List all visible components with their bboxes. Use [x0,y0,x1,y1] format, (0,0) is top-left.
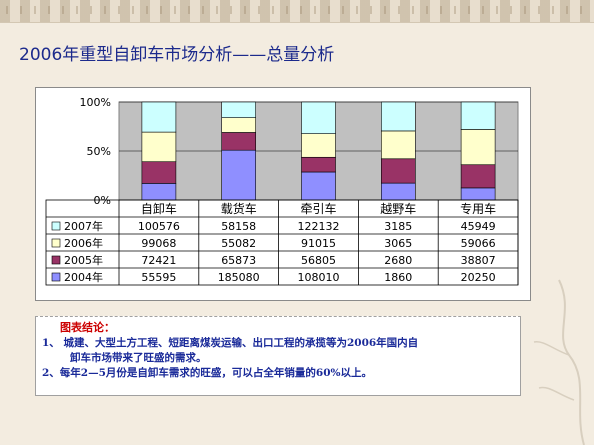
bar-segment [141,131,177,163]
bar-segment [301,171,336,201]
conclusion-title: 图表结论： [60,321,115,334]
decorative-branch-icon [533,279,585,445]
y-tick-label: 0% [94,194,111,207]
legend-label: 2005年 [64,253,103,267]
x-tick-label: 自卸车 [141,201,177,216]
x-tick-label: 牵引车 [300,201,336,216]
bar-segment [301,156,336,173]
table-cell-value: 3065 [384,237,412,250]
decorative-frieze [0,0,594,23]
bar-segment [380,130,416,160]
table-cell-value: 91015 [301,237,336,250]
table-cell-value: 20250 [461,271,496,284]
bar-segment [460,187,496,201]
table-cell-value: 2680 [384,254,412,267]
legend-swatch [51,255,61,265]
bar-segment [380,158,416,184]
x-tick-label: 专用车 [460,201,496,216]
bar-segment [460,129,496,166]
table-cell-value: 72421 [141,254,176,267]
legend-label: 2006年 [64,236,103,250]
table-cell-value: 108010 [298,271,340,284]
table-cell-value: 185080 [218,271,260,284]
bar-segment [380,182,416,201]
stacked-percent-bar-chart: 100% 50% 0% 自卸车 载货车 牵引车 越野车 专用车 2007年 100576 58158… [45,96,519,286]
table-cell-value: 45949 [461,220,496,233]
bar-segment [141,161,177,184]
legend-label: 2004年 [64,270,103,284]
legend-swatch [51,272,61,282]
conclusion-box: 图表结论： 1、 城建、大型土方工程、短距离煤炭运输、出口工程的承揽等为2006… [35,316,521,396]
page-title: 2006年重型自卸车市场分析——总量分析 [19,45,335,65]
chart-frame: 100% 50% 0% 自卸车 载货车 牵引车 越野车 专用车 2007年 100576 58158… [35,87,531,301]
y-tick-label: 50% [87,145,111,158]
table-cell-value: 65873 [221,254,256,267]
bar-segment [301,101,336,134]
bar-segment [380,101,416,132]
table-cell-value: 55082 [221,237,256,250]
bar-segment [301,133,336,158]
y-tick-label: 100% [80,96,111,109]
table-cell-value: 1860 [384,271,412,284]
table-cell-value: 58158 [221,220,256,233]
table-cell-value: 59066 [461,237,496,250]
bar-segment [141,101,177,133]
table-cell-value: 56805 [301,254,336,267]
conclusion-line-3: 2、每年2—5月份是自卸车需求的旺盛，可以占全年销量的60%以上。 [42,367,373,379]
bar-segment [460,101,496,130]
data-table-border [45,199,519,286]
bar-segment [221,117,256,133]
legend-swatch [51,238,61,248]
table-cell-value: 38807 [461,254,496,267]
table-cell-value: 3185 [384,220,412,233]
bar-segment [221,149,256,201]
bar-segment [221,132,256,151]
table-cell-value: 122132 [298,220,340,233]
conclusion-line-1: 1、 城建、大型土方工程、短距离煤炭运输、出口工程的承揽等为2006年国内自 [42,337,419,349]
conclusion-line-2: 卸车市场带来了旺盛的需求。 [70,352,207,364]
legend-label: 2007年 [64,219,103,233]
x-tick-label: 载货车 [221,201,257,216]
legend-swatch [51,221,61,231]
bar-segment [141,183,177,201]
table-cell-value: 100576 [138,220,180,233]
x-tick-label: 越野车 [380,201,416,216]
table-cell-value: 55595 [141,271,176,284]
bar-segment [460,164,496,189]
table-cell-value: 99068 [141,237,176,250]
bar-segment [221,101,256,118]
